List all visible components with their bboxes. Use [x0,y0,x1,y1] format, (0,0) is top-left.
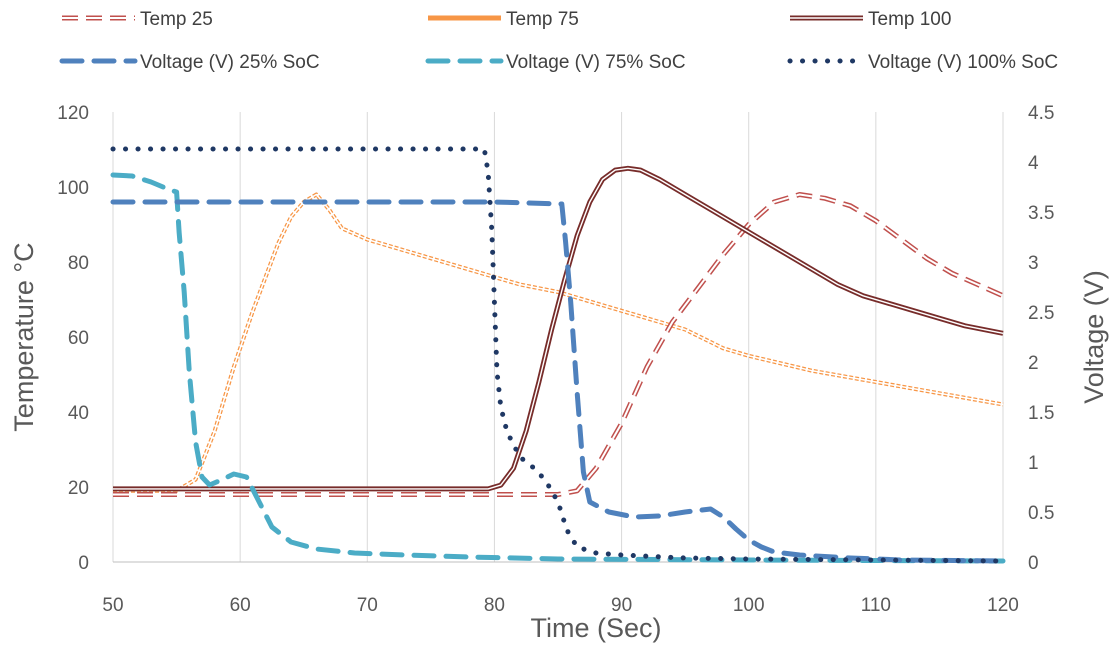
y2-tick-label: 2 [1028,353,1039,374]
y-tick-label: 40 [68,403,89,424]
legend-label: Voltage (V) 25% SoC [140,52,320,73]
x-tick-label: 90 [611,595,632,616]
series-layer [110,146,1006,564]
legend-item-temp-75: Temp 75 [428,9,579,30]
legend-label: Temp 100 [868,9,951,30]
legend-label: Temp 75 [506,9,579,30]
legend: Temp 25 Temp 75 Temp 100 Voltage (V) 25% So… [59,9,1058,73]
legend-label: Voltage (V) 100% SoC [868,52,1058,73]
y2-tick-label: 0.5 [1028,503,1054,524]
y2-tick-label: 4.5 [1028,103,1054,124]
series-line-temp-75-inner [113,193,1004,492]
legend-label: Temp 25 [140,9,213,30]
y-tick-label: 20 [68,478,89,499]
legend-item-voltage-v-100-soc: Voltage (V) 100% SoC [787,52,1058,73]
legend-label: Voltage (V) 75% SoC [506,52,686,73]
series-line-voltage-v-75-soc [110,172,1006,564]
series-line-temp-25 [113,192,1005,497]
grid [112,112,1004,563]
legend-item-voltage-v-75-soc: Voltage (V) 75% SoC [425,52,686,73]
series-line-voltage-v-25-soc [110,199,1006,564]
legend-item-temp-25: Temp 25 [62,9,213,30]
legend-item-voltage-v-25-soc: Voltage (V) 25% SoC [59,52,320,73]
x-tick-label: 80 [484,595,505,616]
series-line-temp-100-inner [113,167,1004,490]
series-voltage-v-75-soc [110,172,1006,564]
x-tick-label: 70 [357,595,378,616]
series-line-temp-75 [113,192,1004,493]
x-tick-label: 50 [102,595,123,616]
series-voltage-v-25-soc [110,199,1006,564]
y-tick-label: 120 [57,103,89,124]
y2-tick-label: 0 [1028,553,1039,574]
y-tick-label: 0 [78,553,89,574]
y2-tick-label: 3 [1028,253,1039,274]
series-voltage-v-100-soc [110,146,1006,564]
y2-axis-title: Voltage (V) [1079,270,1109,404]
y2-tick-label: 3.5 [1028,203,1054,224]
x-tick-label: 60 [230,595,251,616]
y-tick-label: 100 [57,178,89,199]
y2-tick-label: 1.5 [1028,403,1054,424]
series-temp-75 [113,192,1004,493]
legend-item-temp-100: Temp 100 [790,9,951,30]
y2-tick-label: 1 [1028,453,1039,474]
x-tick-label: 110 [861,595,891,616]
y2-tick-label: 4 [1028,153,1039,174]
x-axis-title: Time (Sec) [530,613,661,643]
ticks-layer: 50 60 70 80 90 100 110 120 0 20 40 60 80 100 120 0 0.5 1 1… [57,103,1054,616]
y-tick-label: 80 [68,253,89,274]
y2-tick-label: 2.5 [1028,303,1054,324]
series-temp-25 [113,192,1005,497]
x-tick-label: 100 [733,595,765,616]
series-line-temp-25-inner [113,193,1004,496]
x-tick-label: 120 [987,595,1019,616]
y-axis-title: Temperature °C [9,242,39,431]
series-temp-100 [113,165,1004,492]
y-tick-label: 60 [68,328,89,349]
series-line-voltage-v-100-soc [110,146,1006,564]
